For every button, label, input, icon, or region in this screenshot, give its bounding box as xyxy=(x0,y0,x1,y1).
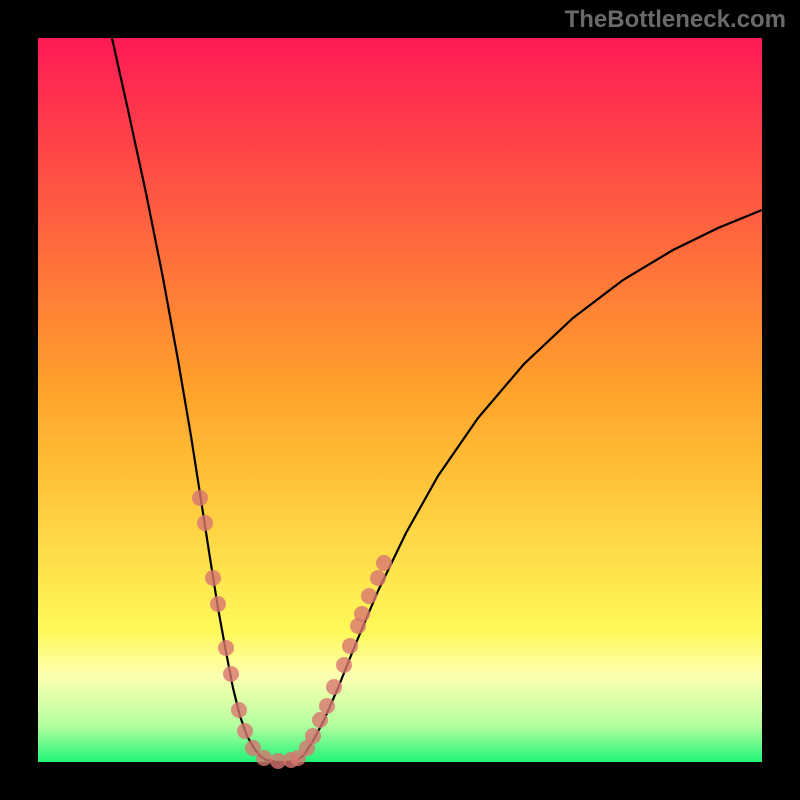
data-marker xyxy=(223,666,239,682)
data-marker xyxy=(312,712,328,728)
data-marker xyxy=(319,698,335,714)
data-marker xyxy=(197,515,213,531)
data-marker xyxy=(210,596,226,612)
bottleneck-curve xyxy=(112,38,762,762)
chart-frame: TheBottleneck.com xyxy=(0,0,800,800)
bottleneck-curve-svg xyxy=(38,38,762,762)
data-marker xyxy=(218,640,234,656)
data-marker xyxy=(336,657,352,673)
data-marker xyxy=(205,570,221,586)
data-marker xyxy=(376,555,392,571)
data-marker xyxy=(354,606,370,622)
data-marker xyxy=(342,638,358,654)
data-marker xyxy=(326,679,342,695)
data-marker xyxy=(237,723,253,739)
data-marker xyxy=(361,588,377,604)
watermark-text: TheBottleneck.com xyxy=(565,6,786,34)
data-marker xyxy=(231,702,247,718)
data-marker xyxy=(305,728,321,744)
data-marker xyxy=(256,750,272,766)
plot-area xyxy=(38,38,762,762)
data-marker xyxy=(370,570,386,586)
data-marker xyxy=(192,490,208,506)
